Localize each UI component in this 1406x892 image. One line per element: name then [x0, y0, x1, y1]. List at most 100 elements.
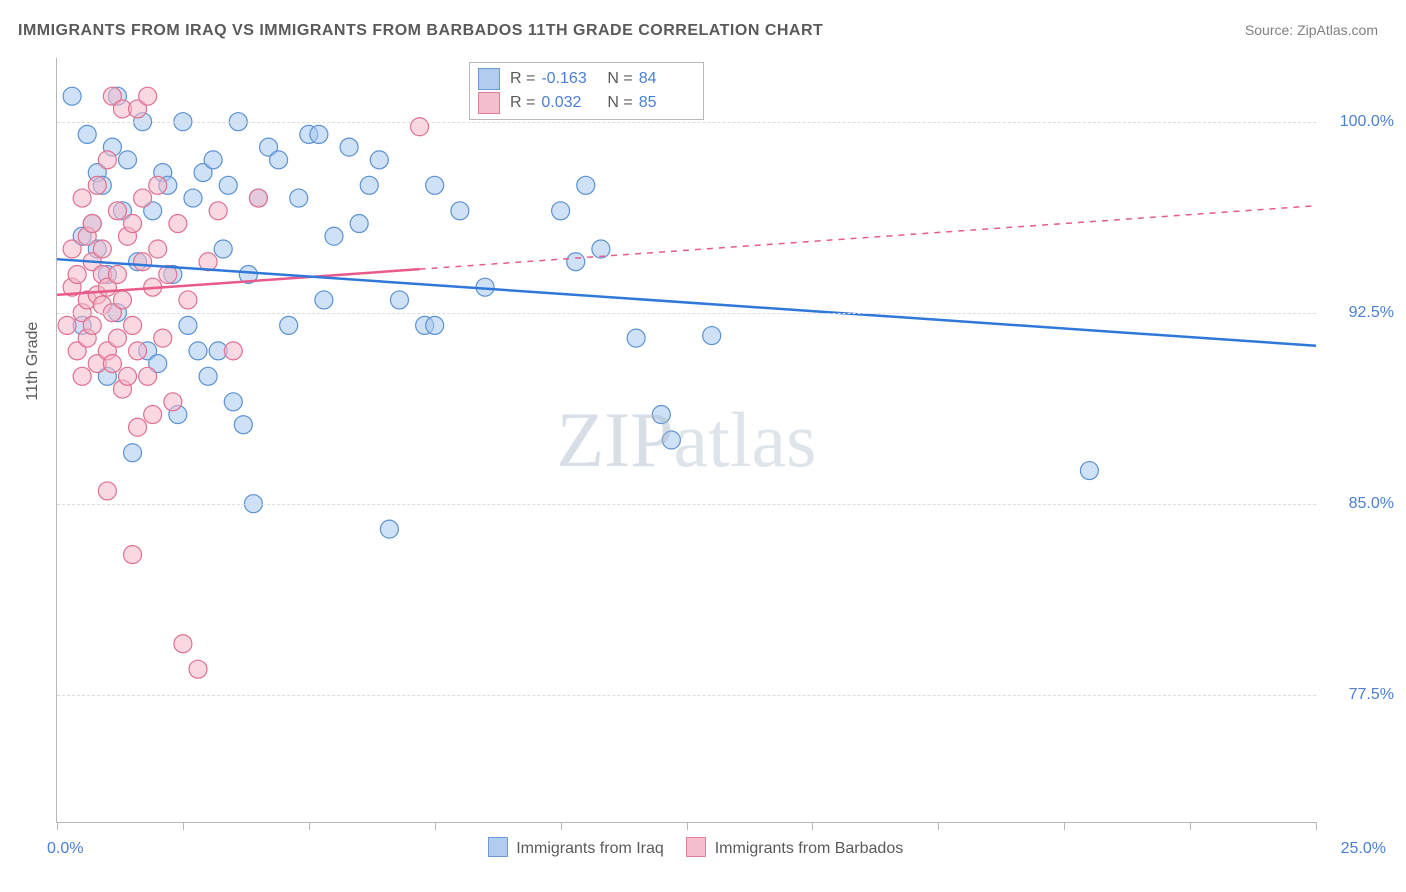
legend-swatch-blue-2 [488, 837, 508, 857]
scatter-point [129, 342, 147, 360]
scatter-point [154, 329, 172, 347]
legend-swatch-blue [478, 68, 500, 90]
x-tick [1064, 822, 1065, 830]
x-tick [435, 822, 436, 830]
scatter-point [179, 291, 197, 309]
scatter-point [179, 316, 197, 334]
scatter-point [189, 660, 207, 678]
x-tick [1316, 822, 1317, 830]
grid-line [57, 695, 1316, 696]
scatter-point [149, 176, 167, 194]
x-tick [561, 822, 562, 830]
scatter-point [108, 265, 126, 283]
n-value-1: 84 [639, 70, 695, 88]
scatter-point [224, 393, 242, 411]
scatter-point [577, 176, 595, 194]
scatter-point [209, 202, 227, 220]
scatter-point [78, 125, 96, 143]
scatter-point [108, 202, 126, 220]
scatter-point [411, 118, 429, 136]
scatter-point [234, 416, 252, 434]
y-tick-label: 77.5% [1324, 686, 1394, 704]
scatter-point [219, 176, 237, 194]
scatter-point [73, 367, 91, 385]
scatter-point [124, 316, 142, 334]
scatter-point [350, 215, 368, 233]
scatter-point [249, 189, 267, 207]
grid-line [57, 122, 1316, 123]
scatter-point [119, 367, 137, 385]
y-tick-label: 85.0% [1324, 495, 1394, 513]
r-value-1: -0.163 [541, 70, 597, 88]
scatter-point [93, 240, 111, 258]
series-legend: Immigrants from Iraq Immigrants from Bar… [57, 837, 1316, 858]
scatter-point [426, 316, 444, 334]
y-tick-label: 100.0% [1324, 113, 1394, 131]
scatter-point [164, 393, 182, 411]
chart-source: Source: ZipAtlas.com [1245, 22, 1378, 38]
r-label: R = [510, 94, 535, 112]
scatter-point [139, 367, 157, 385]
grid-line [57, 313, 1316, 314]
r-label: R = [510, 70, 535, 88]
legend-swatch-pink-2 [686, 837, 706, 857]
x-tick [57, 822, 58, 830]
scatter-point [315, 291, 333, 309]
y-axis-title: 11th Grade [24, 322, 42, 401]
scatter-point [169, 215, 187, 233]
scatter-point [360, 176, 378, 194]
scatter-point [58, 316, 76, 334]
scatter-point [83, 215, 101, 233]
legend-row-series1: R = -0.163 N = 84 [478, 67, 695, 91]
correlation-legend: R = -0.163 N = 84 R = 0.032 N = 85 [469, 62, 704, 120]
scatter-point [1080, 462, 1098, 480]
scatter-point [370, 151, 388, 169]
legend-row-series2: R = 0.032 N = 85 [478, 91, 695, 115]
x-tick [1190, 822, 1191, 830]
scatter-point [68, 265, 86, 283]
source-value: ZipAtlas.com [1297, 22, 1378, 38]
legend-label-1: Immigrants from Iraq [516, 840, 664, 857]
x-tick [687, 822, 688, 830]
scatter-point [204, 151, 222, 169]
scatter-point [224, 342, 242, 360]
trend-line-solid [57, 259, 1316, 346]
scatter-point [73, 189, 91, 207]
scatter-point [451, 202, 469, 220]
n-value-2: 85 [639, 94, 695, 112]
scatter-point [390, 291, 408, 309]
scatter-point [290, 189, 308, 207]
scatter-point [129, 418, 147, 436]
x-tick [938, 822, 939, 830]
scatter-point [340, 138, 358, 156]
x-axis-max-label: 25.0% [1341, 840, 1386, 858]
legend-label-2: Immigrants from Barbados [715, 840, 904, 857]
scatter-point [134, 253, 152, 271]
chart-title: IMMIGRANTS FROM IRAQ VS IMMIGRANTS FROM … [18, 22, 823, 40]
scatter-point [380, 520, 398, 538]
scatter-point [567, 253, 585, 271]
scatter-point [149, 240, 167, 258]
scatter-point [627, 329, 645, 347]
scatter-point [426, 176, 444, 194]
scatter-point [98, 151, 116, 169]
scatter-point [124, 546, 142, 564]
y-tick-label: 92.5% [1324, 304, 1394, 322]
x-tick [309, 822, 310, 830]
scatter-point [103, 355, 121, 373]
scatter-point [280, 316, 298, 334]
scatter-point [325, 227, 343, 245]
scatter-point [552, 202, 570, 220]
scatter-point [270, 151, 288, 169]
scatter-point [703, 327, 721, 345]
scatter-point [113, 291, 131, 309]
scatter-point [63, 240, 81, 258]
scatter-point [310, 125, 328, 143]
scatter-point [124, 215, 142, 233]
scatter-point [63, 87, 81, 105]
scatter-point [88, 176, 106, 194]
x-tick [183, 822, 184, 830]
plot-svg [57, 58, 1316, 822]
scatter-point [199, 367, 217, 385]
scatter-point [124, 444, 142, 462]
